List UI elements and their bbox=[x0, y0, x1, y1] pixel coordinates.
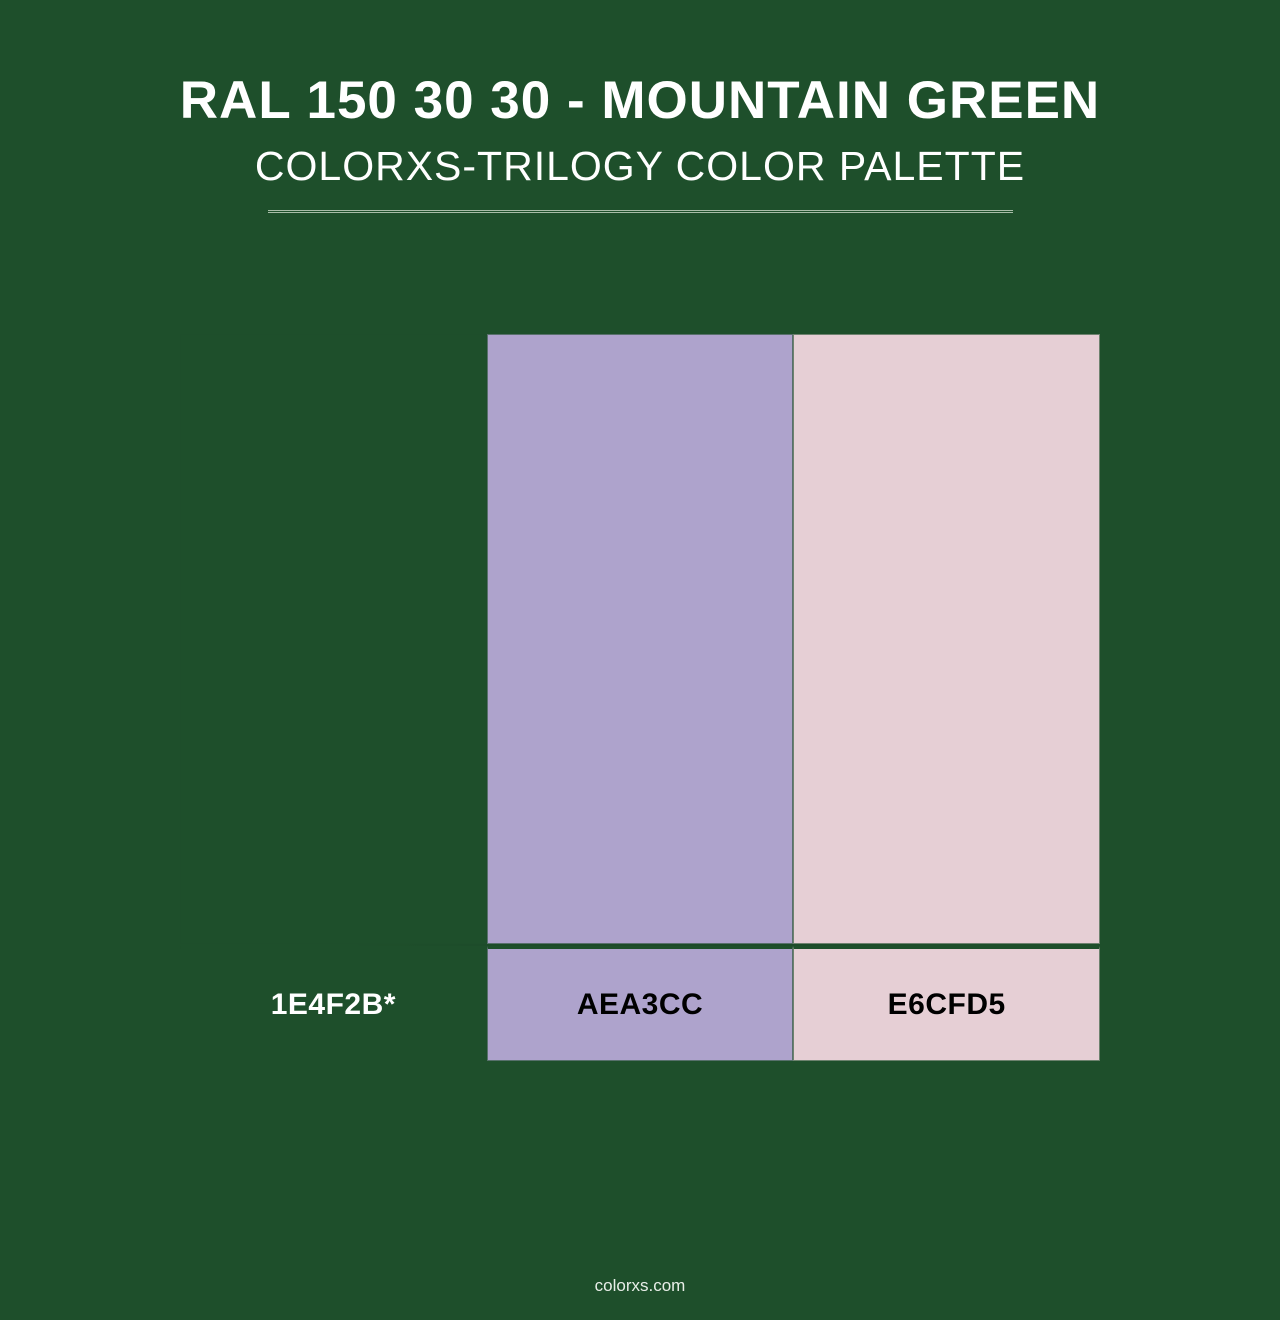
color-swatch-2 bbox=[793, 334, 1100, 944]
color-label-1: AEA3CC bbox=[487, 946, 794, 1061]
color-swatch-0 bbox=[180, 334, 487, 944]
palette-column-2: E6CFD5 bbox=[793, 334, 1100, 1061]
palette-page: RAL 150 30 30 - MOUNTAIN GREEN COLORXS-T… bbox=[0, 0, 1280, 1320]
palette-grid: 1E4F2B* AEA3CC E6CFD5 bbox=[180, 334, 1100, 1061]
color-swatch-1 bbox=[487, 334, 794, 944]
palette-column-1: AEA3CC bbox=[487, 334, 794, 1061]
color-label-2: E6CFD5 bbox=[793, 946, 1100, 1061]
title-divider bbox=[268, 210, 1013, 214]
page-title: RAL 150 30 30 - MOUNTAIN GREEN bbox=[0, 70, 1280, 131]
footer-credit: colorxs.com bbox=[0, 1276, 1280, 1296]
palette-column-0: 1E4F2B* bbox=[180, 334, 487, 1061]
color-label-0: 1E4F2B* bbox=[180, 946, 487, 1061]
page-subtitle: COLORXS-TRILOGY COLOR PALETTE bbox=[0, 143, 1280, 190]
